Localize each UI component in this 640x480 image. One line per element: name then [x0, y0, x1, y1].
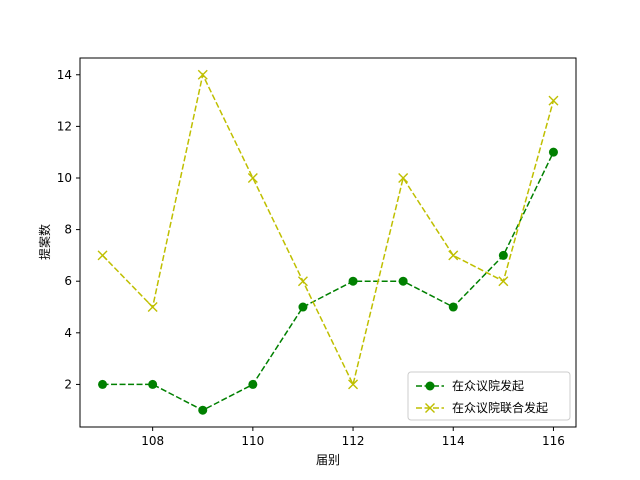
- y-tick-label: 10: [57, 171, 72, 185]
- series-1-point: [548, 147, 558, 157]
- x-axis-ticks: 108 110 112 114 116: [141, 427, 565, 448]
- series-2-point: [247, 172, 258, 183]
- x-tick-label: 112: [342, 434, 365, 448]
- series-2-point: [348, 379, 359, 390]
- y-axis-ticks: 2 4 6 8 10 12 14: [57, 68, 80, 391]
- x-tick-label: 110: [241, 434, 264, 448]
- series-2-point: [197, 69, 208, 80]
- y-tick-label: 8: [64, 223, 72, 237]
- legend-label: 在众议院发起: [452, 378, 524, 393]
- series-1-point: [98, 379, 108, 389]
- series-2-point: [398, 172, 409, 183]
- series-1-point: [198, 405, 208, 415]
- series-2-point: [97, 250, 108, 261]
- y-tick-label: 2: [64, 377, 72, 391]
- y-tick-label: 4: [64, 326, 72, 340]
- x-tick-label: 108: [141, 434, 164, 448]
- series-line-1: [102, 151, 555, 412]
- series-1-point: [448, 302, 458, 312]
- series-2-point: [147, 302, 158, 313]
- x-axis-label: 届别: [316, 453, 340, 467]
- legend-box: [407, 371, 571, 421]
- y-axis-label: 提案数: [37, 224, 52, 260]
- x-tick-label: 116: [542, 434, 565, 448]
- series-2-point: [448, 250, 459, 261]
- y-tick-label: 14: [57, 68, 72, 82]
- legend-label: 在众议院联合发起: [452, 400, 548, 415]
- legend-item-1: 在众议院发起: [416, 378, 524, 393]
- series-1-point: [148, 379, 158, 389]
- legend-item-2: 在众议院联合发起: [416, 400, 548, 415]
- series-1-point: [248, 379, 258, 389]
- legend-marker: [425, 403, 435, 413]
- x-tick-label: 114: [442, 434, 465, 448]
- series-2-point: [297, 276, 308, 287]
- series-1-point: [398, 276, 408, 286]
- y-tick-label: 12: [57, 119, 72, 133]
- y-tick-label: 6: [64, 274, 72, 288]
- series-1-point: [348, 276, 358, 286]
- series-2-point: [498, 276, 509, 287]
- series-line-2: [102, 72, 555, 387]
- plot-frame: [79, 57, 577, 428]
- series-1-point: [498, 250, 508, 260]
- series-2-point: [548, 95, 559, 106]
- legend-marker: [425, 381, 435, 391]
- series-1-point: [298, 302, 308, 312]
- series-layer: [97, 69, 559, 415]
